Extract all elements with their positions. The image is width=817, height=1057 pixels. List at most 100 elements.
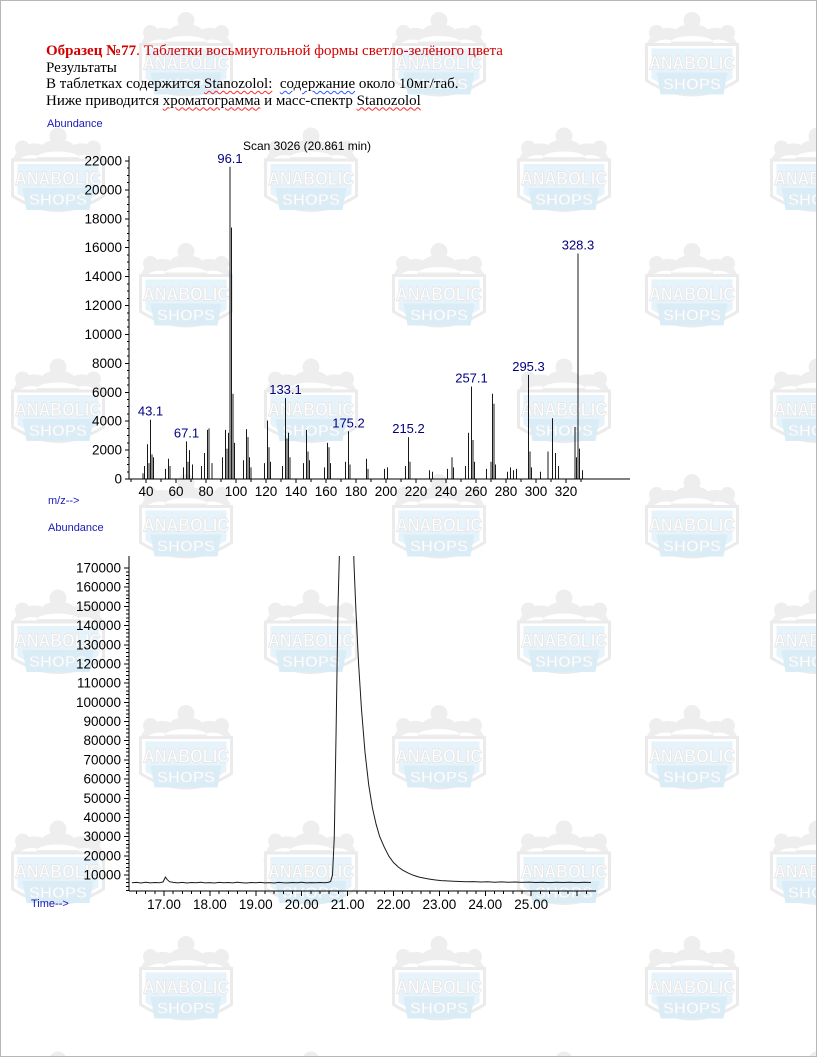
tick-or-label-text: 17.00	[147, 897, 181, 912]
tick-or-label-text: 24.00	[468, 897, 502, 912]
tick-or-label-text: 30000	[83, 829, 121, 844]
tick-or-label-text: 2000	[92, 443, 122, 458]
tick-or-label-text: 130000	[76, 637, 121, 652]
anabolic-shops-watermark	[515, 1050, 613, 1056]
doc-text-span: и масс-спектр	[260, 92, 357, 109]
tick-or-label-text: 120000	[76, 656, 121, 671]
tick-or-label-text: 90000	[83, 714, 121, 729]
tick-or-label-text: 4000	[92, 414, 122, 429]
anabolic-shops-watermark	[643, 703, 741, 790]
doc-text-block: Образец №77. Таблетки восьмиугольной фор…	[46, 43, 503, 109]
chromatogram-chart: 10000 20000 30000 40000 50000 60000 70000 80000…	[76, 556, 596, 912]
peak-label: 215.2	[392, 421, 425, 436]
tick-or-label-text: 100000	[76, 695, 121, 710]
tick-or-label-text: 19.00	[239, 897, 273, 912]
tick-or-label-text: 20000	[83, 848, 121, 863]
mass-spectrum-peaks	[142, 166, 583, 479]
anabolic-shops-watermark	[9, 1050, 107, 1056]
tick-or-label-text: 140	[285, 484, 308, 499]
tick-or-label-text: 180	[345, 484, 368, 499]
tick-or-label-text: 25.00	[514, 897, 548, 912]
doc-text-span: хроматограмма	[162, 92, 261, 109]
tick-or-label-text: 120	[255, 484, 278, 499]
anabolic-shops-watermark	[390, 934, 488, 1021]
tick-or-label-text: 110000	[77, 676, 121, 691]
tick-or-label-text: 140000	[76, 618, 121, 633]
doc-line: Ниже приводится хроматограмма и масс-спе…	[46, 93, 503, 110]
doc-text-span: Образец №77	[46, 43, 137, 59]
tick-or-label-text: 220	[405, 484, 428, 499]
tick-or-label-text: 21.00	[331, 897, 365, 912]
abundance-axis-label-top: Abundance	[47, 118, 103, 130]
tick-or-label-text: 160	[315, 484, 338, 499]
anabolic-shops-watermark	[643, 472, 741, 559]
anabolic-shops-watermark	[643, 241, 741, 328]
peak-label: 43.1	[138, 404, 163, 419]
mz-axis-label: m/z-->	[48, 495, 80, 507]
tick-or-label-text: 8000	[92, 356, 122, 371]
doc-text-span: Ниже приводится	[46, 92, 163, 109]
tick-or-label-text: 260	[465, 484, 488, 499]
mass-spectrum-chart: 0 2000 4000 6000 8000 10000 12000 14000 16000 180…	[84, 139, 630, 499]
peak-label: 96.1	[217, 151, 242, 166]
tick-or-label-text: 170000	[76, 561, 121, 576]
anabolic-shops-watermark	[768, 126, 816, 212]
peak-label: 175.2	[332, 415, 365, 430]
anabolic-shops-watermark	[768, 588, 816, 674]
tick-or-label-text: 20.00	[285, 897, 319, 912]
doc-text-span: около 10мг/таб.	[355, 76, 459, 92]
tick-or-label-text: 70000	[83, 752, 121, 767]
tick-or-label-text: 50000	[83, 791, 121, 806]
tick-or-label-text: 300	[525, 484, 548, 499]
doc-line: Образец №77. Таблетки восьмиугольной фор…	[46, 43, 503, 60]
doc-text-span: Результаты	[46, 59, 117, 76]
tick-or-label-text: 200	[375, 484, 398, 499]
tick-or-label-text: 0	[114, 472, 122, 487]
anabolic-shops-watermark	[768, 357, 816, 443]
tick-or-label-text: 40000	[83, 810, 121, 825]
scan-title: Scan 3026 (20.861 min)	[243, 139, 371, 153]
tick-or-label-text: 40	[138, 484, 153, 499]
tick-or-label-text: 60000	[83, 772, 121, 787]
tick-or-label-text: 60	[168, 484, 183, 499]
tick-or-label-text: 320	[555, 484, 578, 499]
tick-or-label-text: 80	[198, 484, 213, 499]
doc-text-span	[272, 76, 280, 92]
doc-text-span: . Таблетки восьмиугольной формы светло-з…	[136, 43, 503, 59]
tick-or-label-text: 10000	[84, 327, 122, 342]
tick-or-label-text: 80000	[83, 733, 121, 748]
doc-text-span: Stanozolol	[356, 92, 421, 109]
peak-label: 295.3	[512, 359, 545, 374]
tick-or-label-text: 150000	[76, 599, 121, 614]
doc-line: Результаты	[46, 60, 503, 77]
anabolic-shops-watermark	[768, 819, 816, 905]
tick-or-label-text: 16000	[84, 240, 122, 255]
tick-or-label-text: 240	[435, 484, 458, 499]
peak-label: 67.1	[174, 425, 199, 440]
tick-or-label-text: 20000	[84, 182, 122, 197]
peak-label: 133.1	[269, 382, 302, 397]
tick-or-label-text: 12000	[84, 298, 122, 313]
doc-text-span: Stanozolol:	[204, 76, 273, 92]
tick-or-label-text: 18000	[84, 211, 122, 226]
doc-line: В таблетках содержится Stanozolol: содер…	[46, 76, 503, 93]
tick-or-label-text: 6000	[92, 385, 122, 400]
anabolic-shops-watermark	[643, 10, 741, 97]
tick-or-label-text: 14000	[84, 269, 122, 284]
anabolic-shops-watermark	[137, 934, 235, 1021]
tick-or-label-text: 23.00	[423, 897, 457, 912]
tick-or-label-text: 22000	[84, 154, 122, 169]
tick-or-label-text: 160000	[76, 580, 121, 595]
anabolic-shops-watermark	[643, 934, 741, 1021]
anabolic-shops-watermark	[262, 1050, 360, 1056]
peak-label: 328.3	[562, 238, 595, 253]
chromatogram-trace	[131, 556, 591, 884]
doc-text-span: содержание	[279, 76, 356, 92]
abundance-axis-label-bottom: Abundance	[48, 522, 104, 534]
doc-text-span: В таблетках содержится	[46, 76, 205, 92]
peak-label: 257.1	[455, 370, 488, 385]
tick-or-label-text: 18.00	[193, 897, 227, 912]
anabolic-shops-watermark	[768, 1050, 816, 1056]
tick-or-label-text: 22.00	[377, 897, 411, 912]
